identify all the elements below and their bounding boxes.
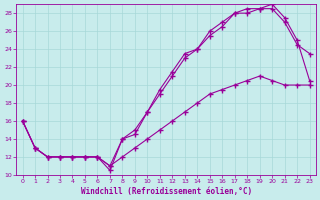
X-axis label: Windchill (Refroidissement éolien,°C): Windchill (Refroidissement éolien,°C) <box>81 187 252 196</box>
